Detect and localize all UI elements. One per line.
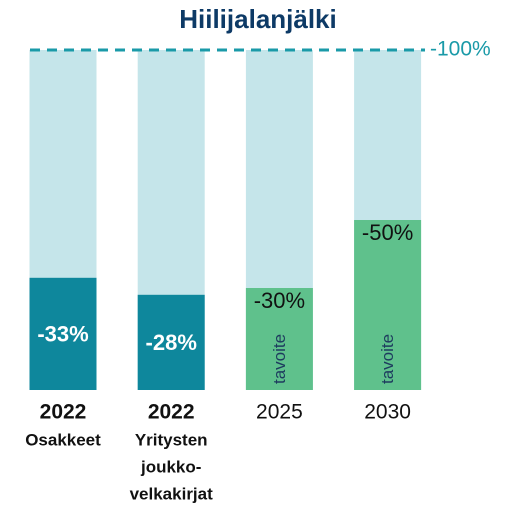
value-label: -28% [146,330,197,355]
x-tick-label: 2030 [364,401,411,424]
category-note: Osakkeet [25,430,101,449]
bar [354,220,422,390]
bar-annotation: tavoite [378,334,397,384]
bar [29,277,97,390]
x-tick-label: 2025 [256,401,303,424]
value-label: -33% [37,322,88,347]
x-tick-label: 2022 [148,401,195,424]
bar-annotation: tavoite [270,334,289,384]
value-label: -30% [254,288,305,313]
category-note: velkakirjat [130,484,214,503]
bar [245,288,313,390]
x-tick-label: 2022 [40,401,87,424]
value-label: -50% [362,220,413,245]
bar [137,294,205,390]
chart-title: Hiilijalanjälki [179,4,337,34]
category-note: joukko- [140,457,201,476]
category-note: Yritysten [135,430,208,449]
y-tick-label: -100% [430,38,491,61]
